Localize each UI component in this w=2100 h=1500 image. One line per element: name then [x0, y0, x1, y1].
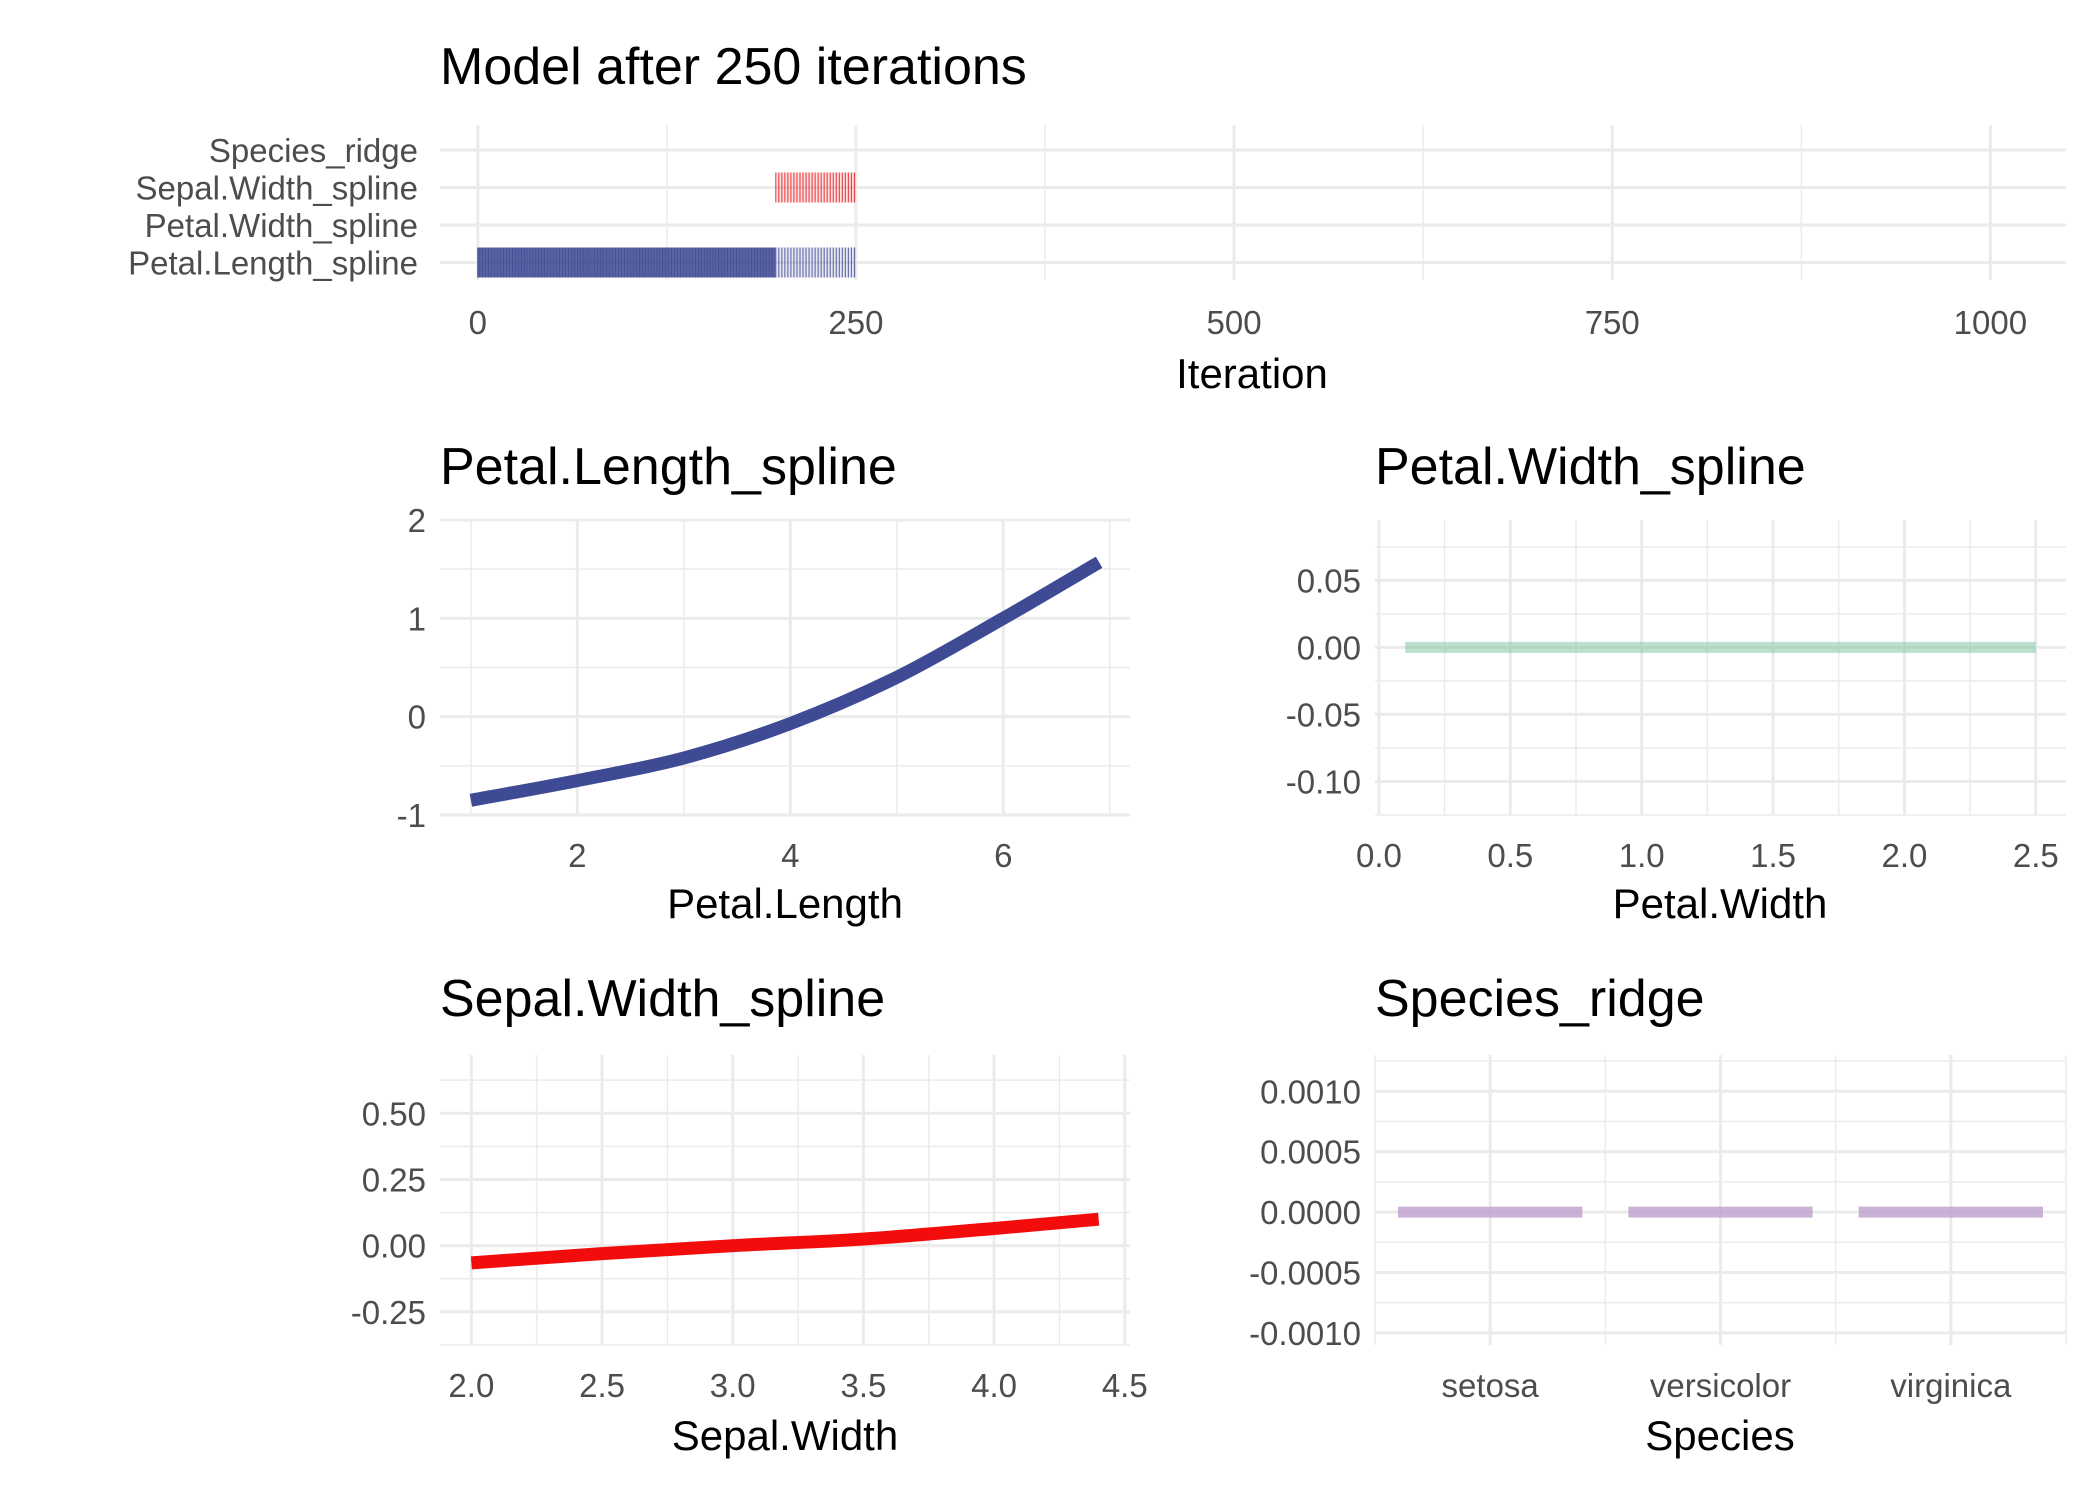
- species-y-tick-labels: 0.0010 0.0005 0.0000 -0.0005 -0.0010: [1249, 1073, 1361, 1352]
- trace-strip-Petal.Length_spline: [775, 247, 856, 278]
- trace-category-label: Sepal.Width_spline: [136, 170, 419, 207]
- pl-y-tick-label: -1: [397, 797, 426, 834]
- sw-x-tick-label: 4.0: [971, 1367, 1017, 1404]
- species-x-tick-labels: setosa versicolor virginica: [1442, 1367, 2012, 1404]
- trace-title: Model after 250 iterations: [440, 38, 1027, 96]
- sepal-width-x-axis-title: Sepal.Width: [672, 1412, 898, 1459]
- pw-x-tick-label: 0.5: [1487, 837, 1533, 874]
- species-y-tick-label: 0.0010: [1260, 1073, 1361, 1110]
- pw-x-tick-label: 2.0: [1881, 837, 1927, 874]
- trace-strip-fill: [477, 247, 776, 278]
- petal-width-x-axis-title: Petal.Width: [1613, 880, 1828, 927]
- species-x-tick-label: versicolor: [1650, 1367, 1791, 1404]
- trace-x-tick-label: 250: [828, 304, 883, 341]
- trace-category-labels: Species_ridgeSepal.Width_splinePetal.Wid…: [128, 132, 418, 282]
- pl-x-tick-label: 4: [781, 837, 799, 874]
- pl-y-tick-label: 0: [408, 699, 426, 736]
- pl-x-tick-label: 2: [568, 837, 586, 874]
- trace-panel: Model after 250 iterations Species_ridge…: [128, 38, 2066, 397]
- sepal-width-panel: Sepal.Width_spline 0.50 0.25 0.00 -0.25 2.0…: [351, 970, 1148, 1459]
- trace-category-label: Species_ridge: [209, 132, 418, 169]
- petal-length-x-tick-labels: 2 4 6: [568, 837, 1012, 874]
- petal-length-panel: Petal.Length_spline -1 0 1 2 2 4 6 Petal.Leng…: [397, 438, 1130, 927]
- species-title: Species_ridge: [1375, 970, 1705, 1028]
- sw-x-tick-label: 2.5: [579, 1367, 625, 1404]
- sw-x-tick-label: 3.5: [840, 1367, 886, 1404]
- species-panel: Species_ridge 0.0010 0.0005 0.0000 -0.0005 -…: [1249, 970, 2067, 1459]
- trace-x-axis-title: Iteration: [1176, 350, 1328, 397]
- species-y-tick-label: 0.0000: [1260, 1194, 1361, 1231]
- sw-x-tick-label: 2.0: [448, 1367, 494, 1404]
- petal-length-x-axis-title: Petal.Length: [667, 880, 903, 927]
- sw-y-tick-label: -0.25: [351, 1294, 426, 1331]
- pl-series-line: [469, 556, 1103, 807]
- species-x-tick-label: setosa: [1442, 1367, 1540, 1404]
- pw-x-tick-label: 1.5: [1750, 837, 1796, 874]
- trace-x-tick-labels: 0 250 500 750 1000: [469, 304, 2027, 341]
- sepal-width-grid: [440, 1055, 1130, 1346]
- sw-y-tick-label: 0.25: [362, 1161, 426, 1198]
- petal-width-y-tick-labels: 0.05 0.00 -0.05 -0.10: [1286, 562, 1361, 800]
- pl-x-tick-label: 6: [994, 837, 1012, 874]
- species-y-tick-label: -0.0010: [1249, 1315, 1361, 1352]
- trace-marks: [477, 172, 856, 278]
- trace-strip-Sepal.Width_spline: [775, 172, 856, 203]
- species-grid: [1374, 1055, 2067, 1345]
- pw-x-tick-label: 2.5: [2013, 837, 2059, 874]
- sw-y-tick-label: 0.00: [362, 1228, 426, 1265]
- trace-x-tick-label: 500: [1207, 304, 1262, 341]
- species-x-tick-label: virginica: [1890, 1367, 2012, 1404]
- pw-y-tick-label: 0.05: [1297, 562, 1361, 599]
- pl-y-tick-label: 1: [408, 600, 426, 637]
- petal-length-y-tick-labels: -1 0 1 2: [397, 502, 426, 834]
- species-y-tick-label: -0.0005: [1249, 1255, 1361, 1292]
- sepal-width-y-tick-labels: 0.50 0.25 0.00 -0.25: [351, 1095, 426, 1331]
- trace-category-label: Petal.Width_spline: [145, 207, 418, 244]
- species-x-axis-title: Species: [1645, 1412, 1794, 1459]
- sepal-width-x-tick-labels: 2.0 2.5 3.0 3.5 4.0 4.5: [448, 1367, 1147, 1404]
- petal-width-grid: [1375, 520, 2066, 816]
- trace-strip-Petal.Length_spline: [477, 247, 776, 278]
- species-y-tick-label: 0.0005: [1260, 1134, 1361, 1171]
- trace-x-tick-label: 0: [469, 304, 487, 341]
- trace-x-tick-label: 1000: [1954, 304, 2027, 341]
- pw-x-tick-label: 0.0: [1356, 837, 1402, 874]
- petal-length-title: Petal.Length_spline: [440, 438, 897, 496]
- pw-y-tick-label: 0.00: [1297, 629, 1361, 666]
- petal-width-title: Petal.Width_spline: [1375, 438, 1806, 496]
- petal-length-grid: [440, 518, 1130, 817]
- sepal-width-title: Sepal.Width_spline: [440, 970, 885, 1028]
- pw-y-tick-label: -0.05: [1286, 696, 1361, 733]
- sw-y-tick-label: 0.50: [362, 1095, 426, 1132]
- trace-x-tick-label: 750: [1585, 304, 1640, 341]
- petal-width-x-tick-labels: 0.0 0.5 1.0 1.5 2.0 2.5: [1356, 837, 2059, 874]
- pw-y-tick-label: -0.10: [1286, 763, 1361, 800]
- petal-length-marks: [469, 556, 1103, 807]
- petal-width-panel: Petal.Width_spline 0.05 0.00 -0.05 -0.10 0.…: [1286, 438, 2066, 927]
- sepal-width-marks: [470, 1212, 1100, 1270]
- sw-series-line: [470, 1212, 1100, 1270]
- trace-category-label: Petal.Length_spline: [128, 245, 418, 282]
- pw-x-tick-label: 1.0: [1619, 837, 1665, 874]
- pl-y-tick-label: 2: [408, 502, 426, 539]
- sw-x-tick-label: 4.5: [1102, 1367, 1148, 1404]
- sw-x-tick-label: 3.0: [710, 1367, 756, 1404]
